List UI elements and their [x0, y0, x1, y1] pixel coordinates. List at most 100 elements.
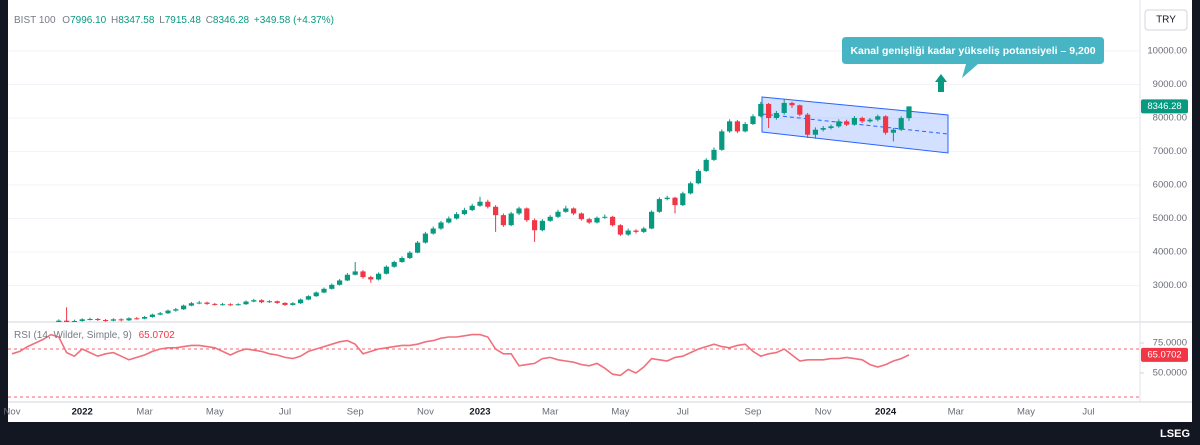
candle-body [313, 292, 319, 297]
y-tick-label: 10000.00 [1147, 46, 1187, 57]
candle-body [719, 131, 725, 150]
candle-body [469, 205, 475, 211]
candle-body [532, 220, 538, 231]
x-tick-label: Nov [417, 407, 434, 418]
candle-body [727, 121, 733, 132]
change: +349.58 (+4.37%) [254, 15, 334, 26]
x-tick-label: Jul [279, 407, 291, 418]
candle-body [360, 271, 366, 278]
candle-body [461, 210, 467, 215]
y-tick-label: 9000.00 [1153, 79, 1187, 90]
candle-body [422, 233, 428, 243]
candle-body [578, 213, 584, 220]
candle-body [212, 303, 218, 305]
candle-body [344, 274, 350, 281]
candle-body [859, 117, 865, 122]
callout-box[interactable] [842, 37, 1104, 78]
y-tick-label: 5000.00 [1153, 213, 1187, 224]
y-tick-label: 3000.00 [1153, 280, 1187, 291]
candle-body [758, 103, 764, 117]
candle-body [196, 302, 202, 304]
candle-body [79, 319, 85, 321]
symbol-header: BIST 100 O7996.10 H8347.58 L7915.48 C834… [14, 15, 334, 26]
candle-body [672, 197, 678, 206]
candle-body [805, 114, 811, 135]
candle-body [828, 126, 834, 129]
last-price-box [1141, 99, 1188, 114]
ohlc-label: H [111, 15, 118, 26]
candle-body [71, 320, 77, 322]
candle-body [173, 309, 179, 311]
candle-body [695, 170, 701, 184]
candle-body [875, 116, 881, 120]
candle-body [430, 228, 436, 234]
candle-body [851, 117, 857, 125]
candle-body [485, 201, 491, 207]
candle-body [586, 219, 592, 223]
candle-body [220, 304, 226, 306]
ohlc-label: L [159, 15, 165, 26]
currency: TRY [1156, 15, 1176, 26]
candle-body [594, 217, 600, 223]
ohlc-value: 7996.10 [70, 15, 107, 26]
x-tick-label: May [206, 407, 224, 418]
ohlc-value: 8346.28 [213, 15, 250, 26]
ohlc-label: C [206, 15, 213, 26]
candle-body [134, 318, 140, 320]
candle-body [454, 214, 460, 219]
candle-body [56, 320, 62, 322]
rsi-line [11, 333, 910, 377]
candle-body [680, 193, 686, 206]
x-tick-label: Jul [677, 407, 689, 418]
candle-body [266, 301, 272, 303]
x-tick-label: Sep [745, 407, 762, 418]
candle-body [368, 277, 374, 280]
candle-body [703, 159, 709, 171]
channel[interactable] [761, 96, 949, 154]
candle-body [126, 318, 132, 321]
symbol: BIST 100 [14, 15, 56, 26]
y-tick-label: 7000.00 [1153, 146, 1187, 157]
candle-body [555, 211, 561, 217]
x-tick-label: Sep [347, 407, 364, 418]
candle-body [539, 220, 545, 231]
candle-body [391, 262, 397, 267]
candle-body [399, 258, 405, 263]
candle-body [734, 121, 740, 132]
candle-body [906, 106, 912, 119]
candle-body [407, 252, 413, 259]
candle-body [376, 273, 382, 280]
last-price-label: 8346.28 [1147, 101, 1181, 112]
x-tick-label: Nov [4, 407, 21, 418]
candle-body [742, 124, 748, 132]
candle-body [157, 313, 163, 315]
price-pane [56, 99, 912, 322]
currency-button[interactable] [1144, 9, 1188, 31]
candle-body [290, 303, 296, 305]
candle-body [165, 310, 171, 314]
candle-body [64, 320, 70, 322]
candle-body [337, 280, 343, 285]
y-tick-label: 8000.00 [1153, 113, 1187, 124]
candle-body [118, 319, 124, 321]
ohlc-value: 7915.48 [165, 15, 202, 26]
x-tick-label: 2022 [72, 407, 93, 418]
candle-body [563, 208, 569, 212]
candle-body [867, 119, 873, 122]
candle-body [641, 228, 647, 232]
candle-body [571, 208, 577, 214]
candle-body [898, 118, 904, 130]
candle-body [781, 102, 787, 113]
candle-body [95, 318, 101, 320]
candle-body [766, 103, 772, 118]
ohlc-label: O [62, 15, 70, 26]
x-tick-label: Mar [948, 407, 964, 418]
candle-body [329, 284, 335, 289]
x-tick-label: Mar [542, 407, 558, 418]
candle-body [243, 301, 249, 305]
candle-body [688, 183, 694, 194]
candle-body [547, 216, 553, 221]
y-tick-label: 4000.00 [1153, 247, 1187, 258]
candle-body [844, 121, 850, 125]
